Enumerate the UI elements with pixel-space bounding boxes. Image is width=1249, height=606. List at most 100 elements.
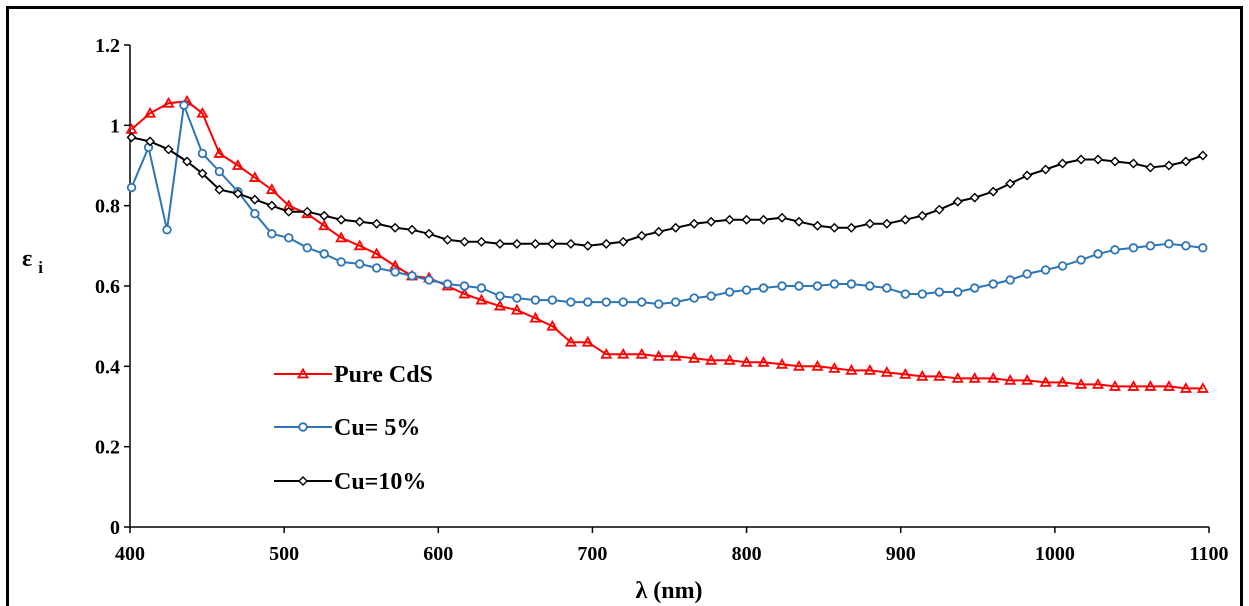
data-point: [1023, 172, 1031, 180]
data-point: [128, 184, 136, 192]
data-point: [1111, 246, 1119, 254]
data-point: [496, 240, 504, 248]
data-point: [971, 284, 979, 292]
data-point: [1006, 276, 1014, 284]
data-point: [128, 133, 136, 141]
data-point: [356, 260, 364, 268]
data-point: [268, 202, 276, 210]
data-point: [513, 240, 521, 248]
data-point: [1042, 166, 1050, 174]
data-point: [251, 196, 259, 204]
data-point: [356, 218, 364, 226]
data-point: [655, 228, 663, 236]
data-point: [1198, 384, 1207, 392]
data-point: [408, 272, 416, 280]
data-point: [1059, 159, 1067, 167]
data-point: [1023, 270, 1031, 278]
data-point: [814, 282, 822, 290]
data-point: [1042, 266, 1050, 274]
data-point: [707, 292, 715, 300]
axes: 400 500 600 700 800 900 1000 1100 0 0.2 0.4 0.6 0.8 1…: [95, 35, 1228, 565]
legend-marker: [299, 477, 307, 485]
series-line: [132, 101, 1203, 388]
data-point: [830, 224, 838, 232]
data-point: [760, 284, 768, 292]
data-point: [373, 220, 381, 228]
x-tick-label: 900: [886, 543, 916, 565]
data-point: [1199, 244, 1207, 252]
data-point: [848, 280, 856, 288]
data-point: [1111, 157, 1119, 165]
legend-label: Pure CdS: [334, 362, 433, 388]
data-point: [883, 284, 891, 292]
data-point: [778, 282, 786, 290]
data-point: [532, 296, 540, 304]
y-tick-label: 0.4: [95, 356, 120, 378]
data-point: [902, 290, 910, 298]
data-point: [584, 242, 592, 250]
data-point: [1094, 155, 1102, 163]
data-point: [743, 286, 751, 294]
y-axis-label-main: ε: [22, 246, 32, 272]
legend: Pure CdS Cu= 5% Cu=10%: [274, 362, 433, 495]
x-tick-label: 800: [732, 543, 762, 565]
series-pure-cds: [127, 97, 1207, 392]
data-point: [1006, 180, 1014, 188]
data-point: [1146, 164, 1154, 172]
data-point: [391, 268, 399, 276]
data-point: [726, 288, 734, 296]
data-point: [478, 284, 486, 292]
data-point: [1094, 250, 1102, 258]
data-point: [496, 292, 504, 300]
data-point: [337, 216, 345, 224]
data-point: [866, 282, 874, 290]
data-point: [163, 226, 171, 234]
data-point: [638, 232, 646, 240]
data-point: [444, 280, 452, 288]
data-point: [901, 216, 909, 224]
data-point: [707, 218, 715, 226]
data-point: [847, 224, 855, 232]
legend-marker: [299, 423, 307, 431]
data-point: [989, 188, 997, 196]
x-tick-label: 700: [577, 543, 607, 565]
data-point: [425, 276, 433, 284]
legend-entry: Cu=10%: [274, 469, 426, 495]
data-point: [251, 210, 259, 218]
data-point: [1077, 256, 1085, 264]
data-point: [935, 288, 943, 296]
data-point: [444, 236, 452, 244]
series-cu-5: [128, 101, 1207, 307]
data-point: [935, 206, 943, 214]
data-point: [918, 290, 926, 298]
series-line: [132, 137, 1203, 245]
data-point: [391, 224, 399, 232]
data-point: [795, 282, 803, 290]
x-tick-label: 600: [423, 543, 453, 565]
x-tick-label: 1100: [1190, 543, 1229, 565]
data-point: [180, 101, 188, 109]
data-point: [531, 240, 539, 248]
data-point: [199, 150, 207, 158]
data-point: [743, 216, 751, 224]
data-point: [638, 298, 646, 306]
data-point: [726, 216, 734, 224]
data-point: [460, 238, 468, 246]
legend-label: Cu= 5%: [334, 415, 420, 441]
y-tick-label: 0.2: [95, 437, 120, 459]
data-point: [989, 280, 997, 288]
data-point: [1182, 157, 1190, 165]
data-point: [1129, 159, 1137, 167]
x-tick-label: 1000: [1035, 543, 1075, 565]
data-point: [760, 216, 768, 224]
data-point: [795, 218, 803, 226]
legend-entry: Pure CdS: [274, 362, 433, 388]
data-point: [813, 222, 821, 230]
y-axis-label-subscript: i: [38, 258, 43, 277]
data-point: [1182, 242, 1190, 250]
data-point: [1199, 151, 1207, 159]
data-point: [461, 282, 469, 290]
data-point: [567, 240, 575, 248]
data-point: [477, 238, 485, 246]
